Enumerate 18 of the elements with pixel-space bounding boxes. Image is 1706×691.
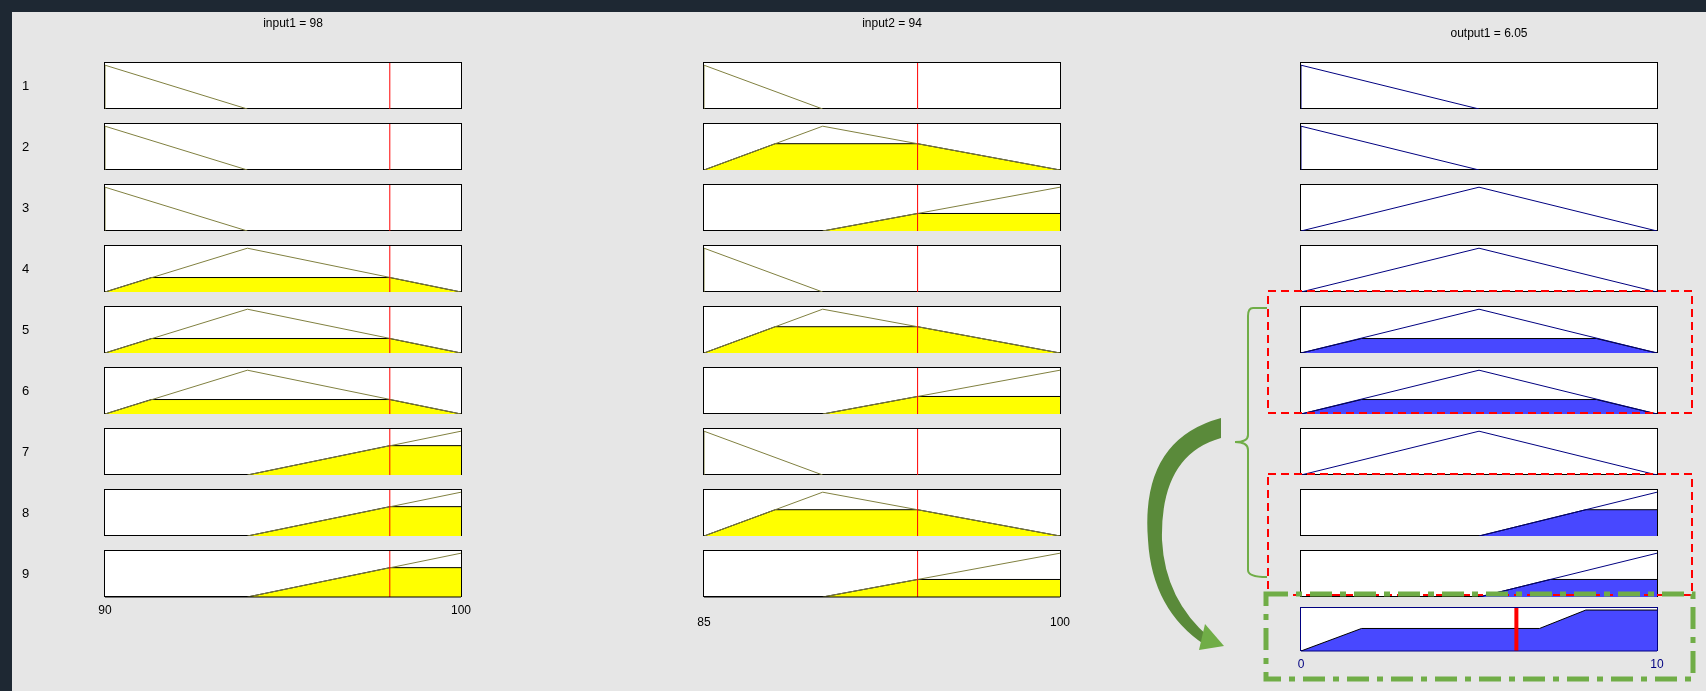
chart-title: output1 = 6.05 [1449, 26, 1529, 40]
y-axis-title: 7 [22, 443, 30, 459]
y-axis-title: 4 [22, 260, 30, 276]
y-axis-title: 1 [22, 77, 30, 93]
y-axis-title: 9 [22, 565, 30, 581]
chart-title: input2 = 94 [861, 16, 923, 30]
y-axis-title: 5 [22, 321, 30, 337]
x-tick-label: 0 [1297, 656, 1305, 671]
x-tick-label: 85 [697, 614, 711, 629]
y-axis-title: 3 [22, 199, 30, 215]
x-tick-label: 90 [98, 602, 112, 617]
y-axis-title: 6 [22, 382, 30, 398]
y-axis-title: 8 [22, 504, 30, 520]
chart-title: input1 = 98 [262, 16, 324, 30]
y-axis-title: 2 [22, 138, 30, 154]
x-tick-label: 100 [450, 602, 472, 617]
x-tick-label: 100 [1049, 614, 1071, 629]
x-tick-label: 10 [1650, 656, 1664, 671]
